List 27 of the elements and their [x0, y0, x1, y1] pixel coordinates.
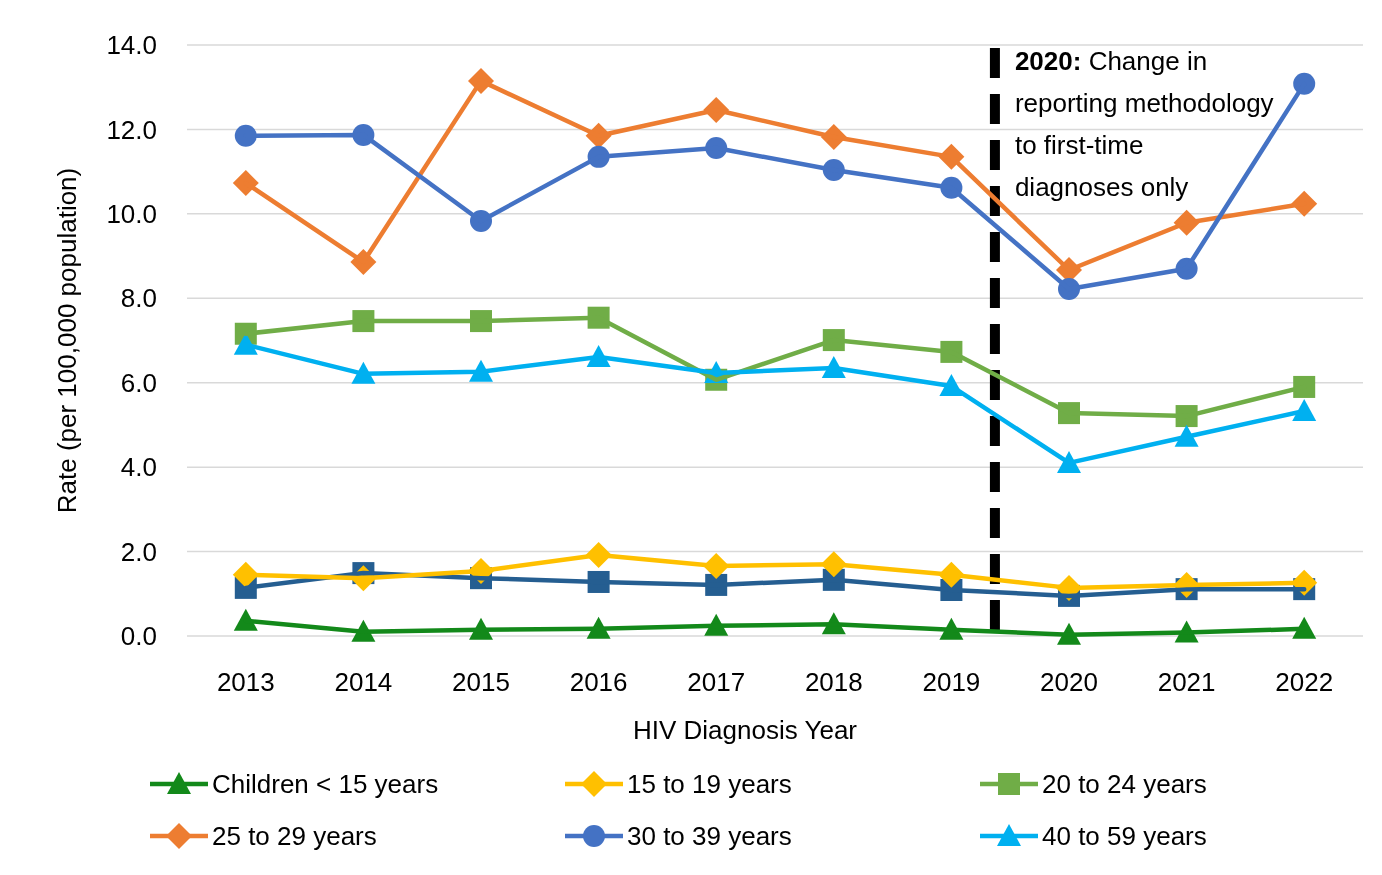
x-tick-label: 2016 — [569, 667, 628, 697]
x-tick-label: 2021 — [1157, 667, 1216, 697]
y-tick-label: 2.0 — [120, 536, 157, 567]
y-tick-label: 12.0 — [106, 114, 157, 145]
ref-line-label: 2020: Change in reporting methodology to first-time diagnoses only — [1014, 46, 1281, 202]
y-axis-title: Rate (per 100,000 population) — [52, 167, 82, 514]
y-tick-label: 8.0 — [120, 283, 157, 314]
y-tick-label: 6.0 — [120, 367, 157, 398]
x-tick-label: 2015 — [452, 667, 510, 697]
legend-label: Children < 15 years — [212, 769, 439, 800]
y-tick-label: 10.0 — [106, 198, 157, 229]
x-tick-label: 2019 — [922, 667, 981, 697]
y-tick-label: 14.0 — [106, 30, 157, 61]
x-tick-label: 2022 — [1275, 667, 1334, 697]
x-tick-label: 2018 — [804, 667, 863, 697]
legend-label: 20 to 24 years — [1042, 769, 1207, 800]
legend-label: 25 to 29 years — [212, 821, 377, 852]
x-tick-label: 2014 — [334, 667, 393, 697]
x-axis-title: HIV Diagnosis Year — [632, 715, 858, 745]
legend-label: 40 to 59 years — [1042, 821, 1207, 852]
y-tick-label: 4.0 — [120, 452, 157, 483]
legend-label: 15 to 19 years — [627, 769, 792, 800]
x-tick-label: 2020 — [1040, 667, 1098, 697]
y-tick-label: 0.0 — [120, 621, 157, 652]
legend-label: 30 to 39 years — [627, 821, 792, 852]
x-tick-label: 2017 — [687, 667, 746, 697]
x-tick-label: 2013 — [216, 667, 275, 697]
